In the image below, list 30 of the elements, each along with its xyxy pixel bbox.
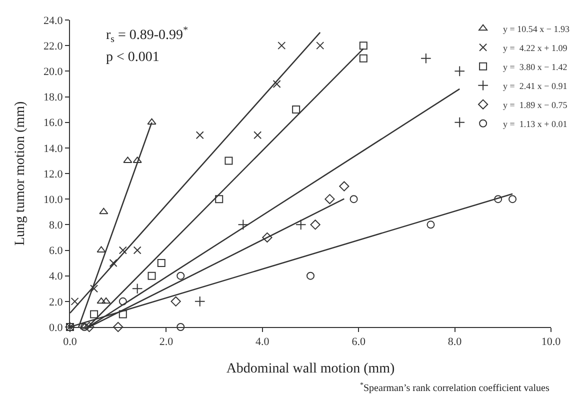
x-tick-label: 8.0 — [448, 336, 462, 348]
y-tick-label: 16.0 — [44, 117, 64, 130]
text: $^{*}$Spearman’s rank correlation coefficient values — [360, 381, 550, 394]
y-tick-label: 2.0 — [49, 296, 64, 308]
legend-label: y = 1.13 x + 0.01 — [503, 118, 568, 129]
y-tick-label: 4.0 — [49, 270, 64, 283]
y-tick-label: 6.0 — [49, 245, 64, 258]
y-tick-label: 14.0 — [44, 142, 64, 155]
x-tick-label: 6.0 — [352, 336, 366, 348]
y-tick-label: 10.0 — [44, 194, 64, 206]
y-axis-title: Lung tumor motion (mm) — [13, 101, 28, 246]
annotation: r$_{s}$ = 0.89-0.99$^{*}$ — [106, 25, 188, 45]
y-tick-label: 24.0 — [44, 14, 64, 27]
y-tick-label: 20.0 — [44, 66, 64, 78]
y-tick-label: 22.0 — [44, 40, 64, 52]
y-tick-label: 12.0 — [44, 168, 64, 180]
legend-label: y = 2.41 x − 0.91 — [503, 80, 568, 91]
y-tick-label: 18.0 — [44, 92, 64, 104]
y-tick-label: 8.0 — [49, 220, 64, 232]
x-axis-title: Abdominal wall motion (mm) — [226, 362, 396, 376]
x-tick-label: 4.0 — [256, 336, 270, 348]
x-tick-label: 10.0 — [541, 336, 562, 348]
legend-label: y = 10.54 x − 1.93 — [503, 24, 570, 34]
y-tick-label: 0.0 — [49, 322, 64, 334]
legend-label: y = 3.80 x − 1.42 — [503, 62, 568, 72]
x-tick-label: 2.0 — [159, 336, 174, 348]
legend-label: y = 4.22 x + 1.09 — [503, 42, 568, 53]
x-tick-label: 0.0 — [63, 336, 78, 348]
legend-label: y = 1.89 x − 0.75 — [503, 100, 568, 110]
annotation: p < 0.001 — [106, 50, 160, 65]
